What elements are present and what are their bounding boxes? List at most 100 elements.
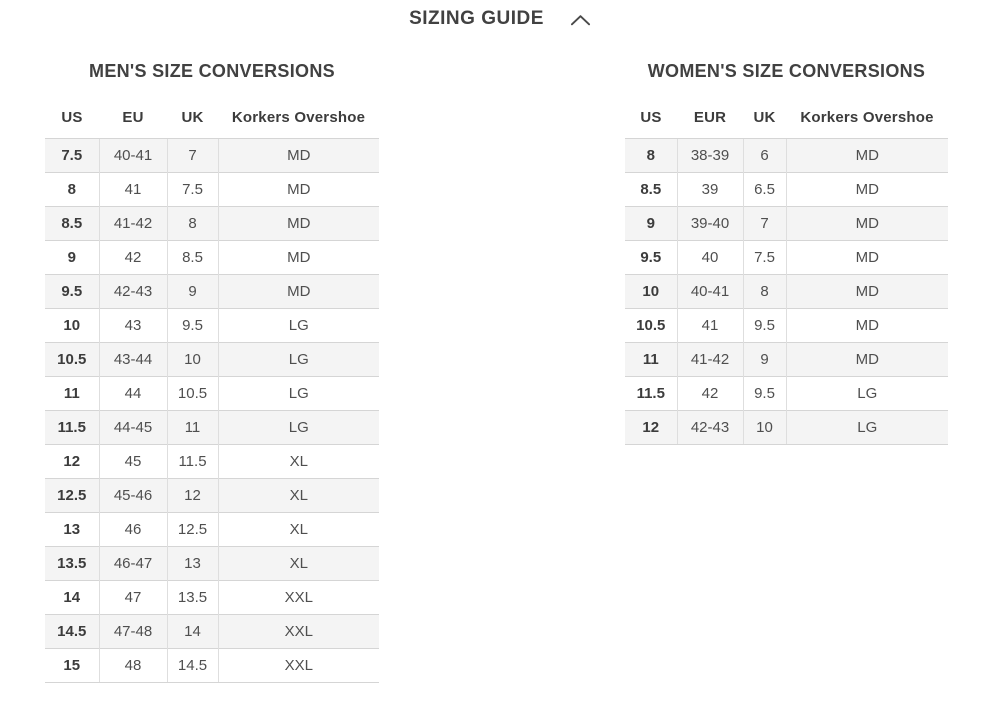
table-row: 14 47 13.5 XXL <box>45 579 379 614</box>
table-cell: MD <box>217 273 379 308</box>
table-cell: 13.5 <box>45 545 99 580</box>
table-cell: 14 <box>166 613 218 648</box>
table-cell: 40-41 <box>98 137 167 172</box>
table-cell: MD <box>785 273 948 308</box>
table-cell: 9.5 <box>166 307 218 342</box>
table-row: 9.5 40 7.5 MD <box>625 239 948 274</box>
table-cell: LG <box>217 375 379 410</box>
table-row: 7.5 40-41 7 MD <box>45 137 379 172</box>
table-cell: 41 <box>676 307 743 342</box>
table-row: 8 41 7.5 MD <box>45 171 379 206</box>
table-row: 11 41-42 9 MD <box>625 341 948 376</box>
table-row: 13 46 12.5 XL <box>45 511 379 546</box>
table-cell: MD <box>785 341 948 376</box>
table-cell: 8 <box>166 205 218 240</box>
mens-table-body: 7.5 40-41 7 MD 8 41 7.5 MD 8.5 41-42 8 MD 9 42 8.5 MD 9.… <box>45 137 379 683</box>
table-cell: XL <box>217 477 379 512</box>
table-row: 12.5 45-46 12 XL <box>45 477 379 512</box>
table-cell: 10.5 <box>166 375 218 410</box>
table-cell: 8.5 <box>625 171 677 206</box>
table-cell: 46 <box>98 511 167 546</box>
table-cell: LG <box>217 307 379 342</box>
table-cell: 46-47 <box>98 545 167 580</box>
table-cell: 9 <box>625 205 677 240</box>
table-cell: 44 <box>98 375 167 410</box>
table-row: 9 42 8.5 MD <box>45 239 379 274</box>
table-cell: 14.5 <box>45 613 99 648</box>
table-cell: 47 <box>98 579 167 614</box>
sizing-guide-toggle[interactable]: SIZING GUIDE <box>0 8 1000 30</box>
womens-size-section: WOMEN'S SIZE CONVERSIONS US EUR UK Korkers … <box>625 60 948 445</box>
table-cell: 43-44 <box>98 341 167 376</box>
mens-table-title: MEN'S SIZE CONVERSIONS <box>89 61 335 81</box>
table-cell: 45-46 <box>98 477 167 512</box>
column-header: Korkers Overshoe <box>800 108 934 126</box>
table-cell: XL <box>217 443 379 478</box>
chevron-up-icon[interactable] <box>570 13 591 27</box>
table-cell: XL <box>217 545 379 580</box>
table-row: 11.5 44-45 11 LG <box>45 409 379 444</box>
table-cell: 39-40 <box>676 205 743 240</box>
table-row: 10.5 43-44 10 LG <box>45 341 379 376</box>
table-cell: 6.5 <box>742 171 786 206</box>
table-cell: LG <box>217 409 379 444</box>
table-cell: 39 <box>676 171 743 206</box>
table-cell: 14.5 <box>166 647 218 683</box>
table-cell: 42 <box>676 375 743 410</box>
table-cell: MD <box>785 307 948 342</box>
table-cell: 12 <box>625 409 677 445</box>
table-row: 8 38-39 6 MD <box>625 137 948 172</box>
table-cell: 9.5 <box>742 375 786 410</box>
table-cell: LG <box>785 409 948 445</box>
table-cell: LG <box>217 341 379 376</box>
table-cell: 11.5 <box>45 409 99 444</box>
table-row: 14.5 47-48 14 XXL <box>45 613 379 648</box>
table-cell: MD <box>217 171 379 206</box>
womens-table-title: WOMEN'S SIZE CONVERSIONS <box>647 61 926 81</box>
column-header: US <box>640 108 662 126</box>
table-cell: 10 <box>45 307 99 342</box>
table-row: 10 40-41 8 MD <box>625 273 948 308</box>
table-cell: 45 <box>98 443 167 478</box>
table-row: 15 48 14.5 XXL <box>45 647 379 683</box>
table-cell: 9 <box>45 239 99 274</box>
table-cell: 15 <box>45 647 99 683</box>
womens-header-row: US EUR UK Korkers Overshoe <box>625 82 948 138</box>
table-cell: MD <box>785 205 948 240</box>
table-cell: 14 <box>45 579 99 614</box>
table-cell: 42 <box>98 239 167 274</box>
table-cell: 41-42 <box>676 341 743 376</box>
table-cell: MD <box>785 239 948 274</box>
table-cell: MD <box>785 171 948 206</box>
table-row: 11.5 42 9.5 LG <box>625 375 948 410</box>
table-cell: 11.5 <box>625 375 677 410</box>
mens-header-row: US EU UK Korkers Overshoe <box>45 82 379 138</box>
table-cell: 7.5 <box>166 171 218 206</box>
table-cell: 11 <box>45 375 99 410</box>
table-cell: MD <box>217 239 379 274</box>
womens-size-table: US EUR UK Korkers Overshoe 8 38-39 6 MD 8.5 39 6.… <box>625 82 948 445</box>
column-header: US <box>61 108 83 126</box>
page-title: SIZING GUIDE <box>409 8 544 29</box>
table-row: 13.5 46-47 13 XL <box>45 545 379 580</box>
table-cell: 10 <box>166 341 218 376</box>
table-row: 12 45 11.5 XL <box>45 443 379 478</box>
table-cell: XXL <box>217 613 379 648</box>
table-cell: 9.5 <box>625 239 677 274</box>
table-cell: 8.5 <box>166 239 218 274</box>
column-header: EU <box>122 108 144 126</box>
table-cell: 8.5 <box>45 205 99 240</box>
table-cell: 38-39 <box>676 137 743 172</box>
table-cell: 11 <box>625 341 677 376</box>
table-cell: 10.5 <box>625 307 677 342</box>
table-cell: 10 <box>625 273 677 308</box>
table-cell: 42-43 <box>98 273 167 308</box>
table-row: 10 43 9.5 LG <box>45 307 379 342</box>
table-cell: 11.5 <box>166 443 218 478</box>
table-cell: 40-41 <box>676 273 743 308</box>
table-cell: 9.5 <box>45 273 99 308</box>
table-cell: 7.5 <box>742 239 786 274</box>
table-cell: 42-43 <box>676 409 743 445</box>
table-cell: 13 <box>45 511 99 546</box>
table-cell: 10 <box>742 409 786 445</box>
